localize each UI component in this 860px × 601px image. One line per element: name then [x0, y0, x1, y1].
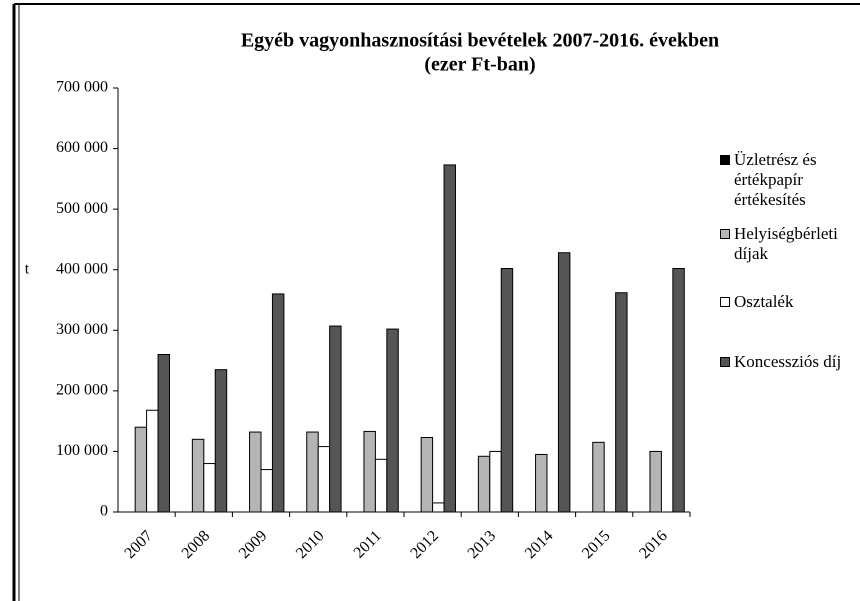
bar — [432, 502, 445, 513]
bar — [146, 409, 159, 513]
y-tick-label: 300 000 — [56, 321, 108, 338]
bar — [374, 458, 388, 513]
bar — [443, 164, 456, 513]
bar — [260, 469, 273, 513]
bar — [535, 453, 548, 513]
bar — [203, 463, 216, 513]
bar — [191, 438, 205, 513]
bar — [615, 292, 628, 513]
chart-title: Egyéb vagyonhasznosítási bevételek 2007-… — [241, 30, 719, 52]
bar — [500, 268, 514, 513]
bar — [306, 431, 319, 513]
y-tick-label: 0 — [100, 503, 108, 520]
y-tick-label: 200 000 — [56, 382, 108, 399]
x-tick-label: 2010 — [293, 527, 328, 562]
y-tick-label: 100 000 — [56, 442, 108, 459]
y-tick-label: 400 000 — [56, 260, 108, 277]
legend-label: Osztalék — [734, 292, 794, 311]
legend-label: Koncessziós díj — [734, 352, 842, 371]
legend-swatch — [720, 155, 730, 165]
legend-label: Helyiségbérleti díjak — [734, 224, 838, 263]
bar — [249, 431, 262, 513]
bar — [157, 354, 170, 513]
legend-entry: Koncessziós díj — [720, 352, 854, 372]
x-tick-label: 2015 — [579, 527, 614, 562]
bar — [271, 293, 285, 513]
chart-subtitle: (ezer Ft-ban) — [424, 54, 535, 76]
bar — [592, 441, 605, 513]
x-tick-label: 2013 — [465, 527, 500, 562]
bar — [363, 430, 376, 513]
x-tick-label: 2008 — [179, 527, 214, 562]
x-tick-label: 2012 — [407, 527, 442, 562]
legend-entry: Helyiségbérleti díjak — [720, 224, 854, 264]
x-tick-label: 2009 — [236, 527, 271, 562]
legend: Üzletrész és értékpapír értékesítés Helyi… — [720, 150, 860, 372]
legend-swatch — [720, 357, 730, 367]
bar — [134, 426, 148, 513]
x-tick-label: 2016 — [636, 527, 671, 562]
y-tick-label: 500 000 — [56, 200, 108, 217]
bar — [672, 268, 685, 513]
bar — [386, 328, 399, 513]
bar — [420, 436, 434, 513]
bar — [649, 450, 662, 513]
bar — [329, 325, 342, 513]
y-axis-label: t — [25, 261, 30, 278]
legend-entry: Üzletrész és értékpapír értékesítés — [720, 150, 854, 210]
x-tick-label: 2011 — [351, 527, 385, 561]
bar — [214, 369, 228, 513]
y-tick-label: 700 000 — [56, 79, 108, 96]
x-tick-label: 2014 — [522, 527, 557, 562]
legend-swatch — [720, 297, 730, 307]
y-tick-label: 600 000 — [56, 139, 108, 156]
legend-label: Üzletrész és értékpapír értékesítés — [734, 150, 817, 209]
bar — [477, 455, 491, 513]
bar — [317, 446, 331, 513]
bar — [489, 450, 502, 513]
legend-swatch — [720, 229, 730, 239]
legend-entry: Osztalék — [720, 292, 854, 312]
bar — [557, 252, 571, 513]
x-tick-label: 2007 — [121, 527, 156, 562]
